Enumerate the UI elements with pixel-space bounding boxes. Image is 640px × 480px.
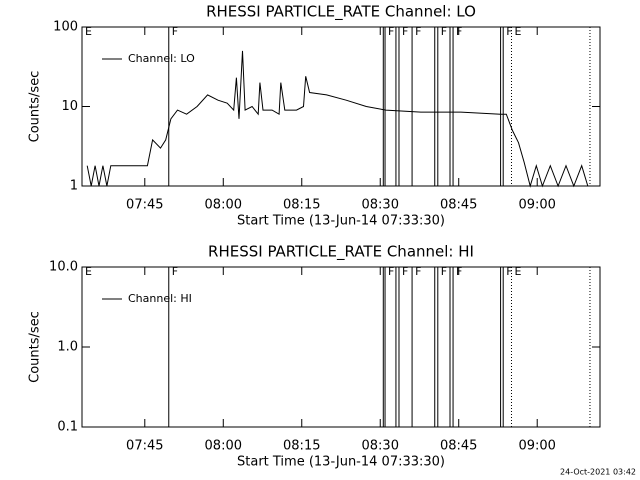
flag-label: F [415,25,421,38]
chart-title: RHESSI PARTICLE_RATE Channel: LO [206,3,476,22]
flag-label: F [456,265,462,278]
flag-label: F [506,265,512,278]
x-axis-label: Start Time (13-Jun-14 07:33:30) [237,455,445,470]
y-tick-label: 1 [70,179,78,194]
y-tick-label: 100 [53,20,78,35]
x-tick-label: 09:00 [518,198,555,213]
flag-label: F [388,25,394,38]
x-tick-label: 08:30 [362,198,399,213]
chart-title: RHESSI PARTICLE_RATE Channel: HI [208,243,474,262]
flag-label: E [85,265,92,278]
x-tick-label: 08:00 [205,198,242,213]
flag-label: F [456,25,462,38]
y-tick-label: 10.0 [49,260,78,275]
flag-label: F [172,265,178,278]
flag-label: E [514,265,521,278]
plot-frame [81,266,601,428]
footer: 24-Oct-2021 03:42 [560,468,636,477]
flag-label: E [85,25,92,38]
y-axis-label: Counts/sec [28,71,43,143]
flag-label: F [415,265,421,278]
x-tick-label: 09:00 [518,439,555,454]
flag-label: E [514,25,521,38]
x-tick-label: 08:30 [362,439,399,454]
x-tick-label: 08:00 [205,439,242,454]
flag-label: F [441,265,447,278]
data-line [86,50,589,188]
y-axis-label: Counts/sec [28,311,43,383]
legend-label: Channel: HI [128,292,192,305]
plot-frame [81,26,601,187]
flag-label: F [402,265,408,278]
y-tick-label: 10 [61,99,78,114]
flag-label: F [506,25,512,38]
x-tick-label: 08:15 [283,198,320,213]
x-tick-label: 07:45 [126,439,163,454]
x-tick-label: 08:45 [440,198,477,213]
x-axis-label: Start Time (13-Jun-14 07:33:30) [237,214,445,229]
flag-label: F [441,25,447,38]
x-tick-label: 08:45 [440,439,477,454]
x-tick-label: 07:45 [126,198,163,213]
flag-label: F [388,265,394,278]
flag-label: F [402,25,408,38]
x-tick-label: 08:15 [283,439,320,454]
y-tick-label: 0.1 [57,420,78,435]
flag-label: F [172,25,178,38]
legend-label: Channel: LO [128,52,195,65]
y-tick-label: 1.0 [57,340,78,355]
